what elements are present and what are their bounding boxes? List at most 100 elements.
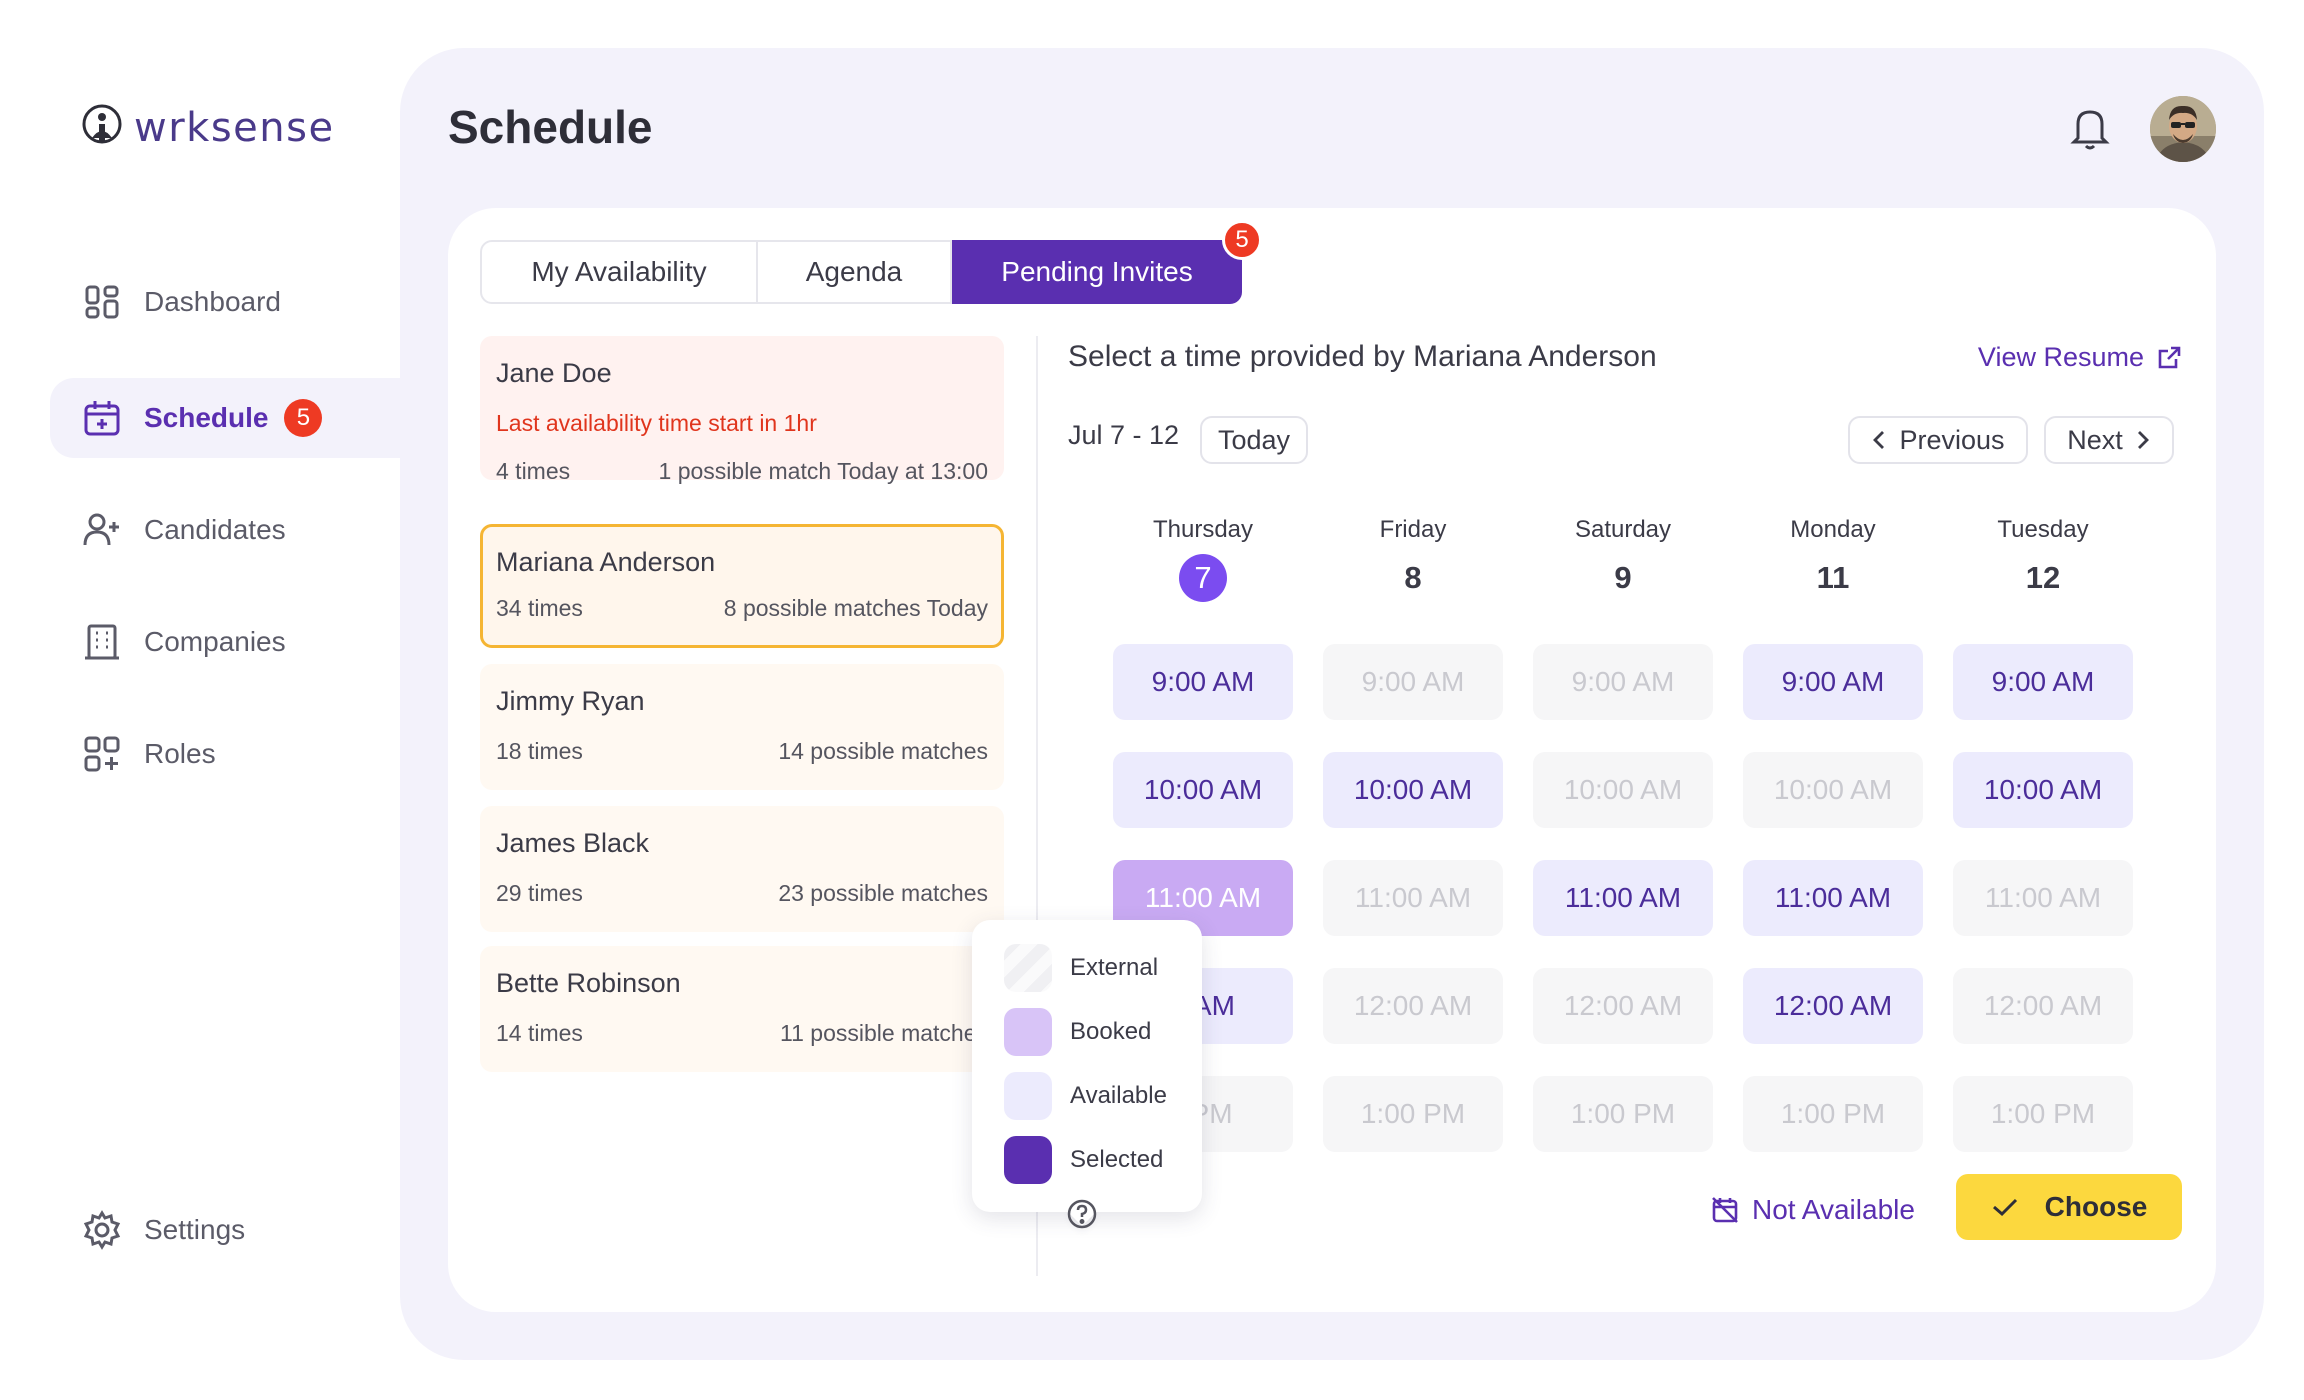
today-button[interactable]: Today — [1200, 416, 1308, 464]
time-slot-available[interactable]: 9:00 AM — [1743, 644, 1923, 720]
time-slot-available[interactable]: 11:00 AM — [1533, 860, 1713, 936]
time-slot-available[interactable]: 11:00 AM — [1743, 860, 1923, 936]
chevron-left-icon — [1873, 431, 1885, 449]
notification-badge: 5 — [284, 399, 323, 437]
legend-item-available: Available — [1004, 1072, 1167, 1120]
day-number: 8 — [1404, 560, 1422, 595]
calendar-icon — [84, 401, 120, 436]
time-slot-available[interactable]: 9:00 AM — [1113, 644, 1293, 720]
time-slot-available[interactable]: 10:00 AM — [1953, 752, 2133, 828]
legend-item-external: External — [1004, 944, 1158, 992]
time-slot-unavailable: 1:00 PM — [1743, 1076, 1923, 1152]
external-swatch — [1004, 944, 1052, 992]
sidebar-item-roles[interactable]: Roles — [50, 714, 400, 794]
dashboard-icon — [85, 285, 119, 319]
tab-agenda[interactable]: Agenda — [758, 240, 952, 304]
notification-badge: 5 — [1222, 220, 1262, 260]
divider — [1036, 336, 1038, 1276]
time-slot-available[interactable]: 12:00 AM — [1743, 968, 1923, 1044]
day-name: Thursday — [1152, 516, 1254, 543]
tab-pending-invites[interactable]: Pending Invites 5 — [952, 220, 1262, 304]
sidebar-item-settings[interactable]: Settings — [50, 1190, 400, 1270]
day-name: Saturday — [1574, 516, 1672, 543]
next-button[interactable]: Next — [2044, 416, 2174, 464]
tab-my-availability[interactable]: My Availability — [480, 240, 758, 304]
logo[interactable]: wrksense — [80, 104, 335, 152]
not-available-label: Not Available — [1752, 1194, 1915, 1225]
settings-label: Settings — [144, 1214, 246, 1245]
not-available-button[interactable]: Not Available — [1710, 1194, 1915, 1226]
time-slot-available[interactable]: 10:00 AM — [1113, 752, 1293, 828]
time-slot-unavailable: 9:00 AM — [1533, 644, 1713, 720]
legend-label: External — [1070, 954, 1159, 981]
invite-meta: 18 times 14 possible matches — [496, 738, 988, 765]
day-header: Tuesday 12 — [1953, 516, 2133, 602]
invite-matches: 23 possible matches — [778, 880, 988, 906]
time-slot-unavailable: 1:00 PM — [1533, 1076, 1713, 1152]
day-name: Friday — [1379, 516, 1447, 543]
sidebar-item-label: Dashboard — [144, 286, 281, 317]
invite-card[interactable]: James Black 29 times 23 possible matches — [480, 806, 1004, 932]
panel-title: Select a time provided by Mariana Anders… — [1068, 340, 1657, 373]
invite-card-selected[interactable]: Mariana Anderson 34 times 8 possible mat… — [480, 524, 1004, 648]
legend-label: Available — [1070, 1082, 1167, 1109]
day-header: Monday 11 — [1743, 516, 1923, 602]
invite-matches: 14 possible matches — [778, 738, 988, 764]
invite-card[interactable]: Jane Doe Last availability time start in… — [480, 336, 1004, 484]
legend-popover: External Booked Available Selected — [972, 920, 1202, 1212]
building-icon — [85, 624, 119, 660]
choose-label: Choose — [2044, 1191, 2148, 1222]
time-slot-available[interactable]: 9:00 AM — [1953, 644, 2133, 720]
calendar-off-icon — [1712, 1197, 1738, 1223]
invite-meta: 14 times 11 possible matches — [496, 1020, 988, 1047]
help-icon[interactable] — [1066, 1198, 1098, 1230]
invite-card[interactable]: Jimmy Ryan 18 times 14 possible matches — [480, 664, 1004, 790]
invite-card[interactable]: Bette Robinson 14 times 11 possible matc… — [480, 946, 1004, 1072]
add-user-icon — [83, 513, 119, 546]
page-title: Schedule — [448, 101, 653, 153]
day-header: Saturday 9 — [1533, 516, 1713, 602]
invite-times: 29 times — [496, 880, 583, 906]
avatar[interactable] — [2150, 96, 2216, 162]
invite-name: Bette Robinson — [496, 968, 681, 998]
view-resume-link[interactable]: View Resume — [1978, 342, 2182, 373]
chevron-right-icon — [2137, 431, 2149, 449]
time-slot-unavailable: 12:00 AM — [1533, 968, 1713, 1044]
invite-matches: 11 possible matches — [780, 1020, 988, 1046]
view-resume-label: View Resume — [1977, 342, 2144, 372]
invite-times: 18 times — [496, 738, 583, 764]
previous-button[interactable]: Previous — [1848, 416, 2028, 464]
external-link-icon — [2158, 346, 2181, 368]
invite-matches: 1 possible match Today at 13:00 — [658, 458, 988, 484]
logo-icon — [82, 104, 122, 144]
invite-warning: Last availability time start in 1hr — [496, 410, 817, 436]
main-panel: Schedule My Availability Agenda Pending … — [400, 48, 2264, 1360]
tab-label: Pending Invites — [1001, 256, 1193, 287]
selected-swatch — [1004, 1136, 1052, 1184]
time-slot-unavailable: 10:00 AM — [1743, 752, 1923, 828]
grid-plus-icon — [84, 736, 120, 772]
time-slot-available[interactable]: 10:00 AM — [1323, 752, 1503, 828]
time-slot-unavailable: 1:00 PM — [1953, 1076, 2133, 1152]
day-number: 9 — [1614, 560, 1632, 595]
day-number: 12 — [2025, 560, 2061, 595]
time-slot-unavailable: 11:00 AM — [1953, 860, 2133, 936]
sidebar-item-candidates[interactable]: Candidates — [50, 490, 400, 570]
sidebar-item-label: Candidates — [144, 514, 286, 545]
bell-icon[interactable] — [2068, 104, 2112, 152]
schedule-card: My Availability Agenda Pending Invites 5… — [448, 208, 2216, 1312]
next-label: Next — [2067, 424, 2123, 455]
sidebar-item-companies[interactable]: Companies — [50, 602, 400, 682]
legend-label: Booked — [1070, 1018, 1152, 1045]
sidebar-item-dashboard[interactable]: Dashboard — [50, 262, 400, 342]
invite-meta: 29 times 23 possible matches — [496, 880, 988, 907]
time-slot-unavailable: 11:00 AM — [1323, 860, 1503, 936]
day-name: Tuesday — [1997, 516, 2089, 543]
invite-times: 14 times — [496, 1020, 583, 1046]
time-slot-unavailable: 1:00 PM — [1323, 1076, 1503, 1152]
choose-button[interactable]: Choose — [1956, 1174, 2182, 1240]
sidebar-item-label: Schedule — [144, 402, 269, 433]
legend-item-selected: Selected — [1004, 1136, 1163, 1184]
invite-name: James Black — [496, 828, 650, 858]
sidebar-item-schedule[interactable]: Schedule 5 — [50, 378, 400, 458]
